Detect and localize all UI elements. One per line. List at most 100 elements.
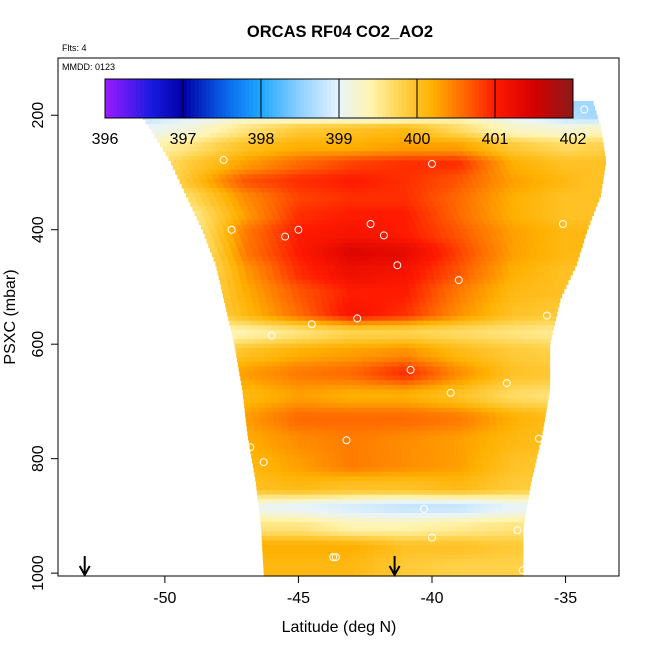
heatmap-cell <box>483 137 492 143</box>
heatmap-cell <box>590 197 599 203</box>
heatmap-cell <box>534 348 542 354</box>
heatmap-cell <box>508 297 517 304</box>
heatmap-cell <box>260 252 268 258</box>
heatmap-cell <box>295 467 303 473</box>
heatmap-cell <box>266 270 274 276</box>
heatmap-cell <box>453 215 462 221</box>
heatmap-cell <box>339 480 347 487</box>
heatmap-cell <box>515 229 524 235</box>
heatmap-cell <box>488 462 497 468</box>
heatmap-cell <box>490 526 498 532</box>
heatmap-cell <box>386 137 394 143</box>
heatmap-cell <box>375 197 384 203</box>
heatmap-cell <box>281 375 290 381</box>
heatmap-cell <box>302 522 310 528</box>
heatmap-cell <box>275 471 283 478</box>
heatmap-cell <box>427 174 436 180</box>
heatmap-cell <box>525 380 534 386</box>
heatmap-cell <box>511 471 519 478</box>
heatmap-cell <box>398 123 407 129</box>
heatmap-cell <box>456 545 465 551</box>
heatmap-cell <box>542 293 551 299</box>
heatmap-cell <box>236 352 244 358</box>
heatmap-cell <box>418 132 426 139</box>
heatmap-cell <box>446 169 454 175</box>
heatmap-cell <box>434 219 443 226</box>
heatmap-cell <box>235 178 243 184</box>
heatmap-cell <box>410 499 419 505</box>
heatmap-cell <box>464 554 472 560</box>
heatmap-cell <box>582 151 590 157</box>
heatmap-cell <box>353 151 361 157</box>
heatmap-cell <box>291 485 299 491</box>
heatmap-cell <box>275 137 283 143</box>
heatmap-cell <box>223 229 232 235</box>
heatmap-cell <box>473 361 482 368</box>
heatmap-cell <box>437 288 445 294</box>
heatmap-cell <box>494 499 502 505</box>
heatmap-cell <box>529 412 538 418</box>
heatmap-cell <box>377 462 386 468</box>
heatmap-cell <box>415 284 423 290</box>
heatmap-cell <box>248 192 257 198</box>
heatmap-cell <box>260 306 269 313</box>
heatmap-cell <box>251 325 259 331</box>
heatmap-cell <box>356 412 364 418</box>
heatmap-cell <box>562 165 570 171</box>
heatmap-cell <box>251 183 259 189</box>
heatmap-cell <box>416 485 424 491</box>
heatmap-cell <box>396 499 405 505</box>
heatmap-cell <box>458 393 466 400</box>
heatmap-cell <box>450 224 459 230</box>
heatmap-cell <box>498 128 507 134</box>
heatmap-cell <box>342 247 350 253</box>
heatmap-cell <box>510 252 519 258</box>
heatmap-cell <box>499 316 507 322</box>
heatmap-cell <box>394 554 403 560</box>
heatmap-cell <box>307 297 315 304</box>
heatmap-cell <box>430 352 439 358</box>
heatmap-cell <box>419 123 427 129</box>
heatmap-cell <box>343 187 352 194</box>
heatmap-cell <box>469 339 478 345</box>
heatmap-cell <box>390 458 399 464</box>
heatmap-cell <box>374 316 382 322</box>
heatmap-cell <box>544 366 551 372</box>
heatmap-cell <box>286 361 294 368</box>
heatmap-cell <box>436 151 444 157</box>
heatmap-cell <box>502 513 511 519</box>
heatmap-cell <box>214 165 223 171</box>
heatmap-cell <box>479 210 487 216</box>
heatmap-cell <box>323 522 331 528</box>
heatmap-cell <box>493 490 501 496</box>
heatmap-cell <box>332 389 341 395</box>
heatmap-cell <box>540 384 549 391</box>
heatmap-cell <box>297 558 306 565</box>
heatmap-cell <box>463 311 471 317</box>
heatmap-cell <box>203 169 211 175</box>
heatmap-cell <box>462 375 471 381</box>
heatmap-cell <box>512 238 520 244</box>
heatmap-cell <box>280 123 288 129</box>
heatmap-cell <box>309 160 318 166</box>
heatmap-cell <box>208 119 216 125</box>
heatmap-cell <box>458 261 467 267</box>
heatmap-cell <box>591 132 600 139</box>
heatmap-cell <box>366 554 375 560</box>
heatmap-cell <box>503 146 511 152</box>
heatmap-cell <box>370 302 379 308</box>
heatmap-cell <box>442 206 450 212</box>
heatmap-cell <box>238 270 246 276</box>
heatmap-cell <box>444 490 453 496</box>
heatmap-cell <box>271 403 280 409</box>
heatmap-cell <box>250 393 258 400</box>
heatmap-cell <box>349 416 358 423</box>
heatmap-cell <box>524 371 532 377</box>
heatmap-cell <box>505 540 513 546</box>
heatmap-cell <box>463 545 472 551</box>
heatmap-cell <box>466 357 474 363</box>
heatmap-cell <box>496 421 504 427</box>
heatmap-cell <box>562 119 570 125</box>
heatmap-cell <box>383 155 392 162</box>
heatmap-cell <box>473 293 481 299</box>
